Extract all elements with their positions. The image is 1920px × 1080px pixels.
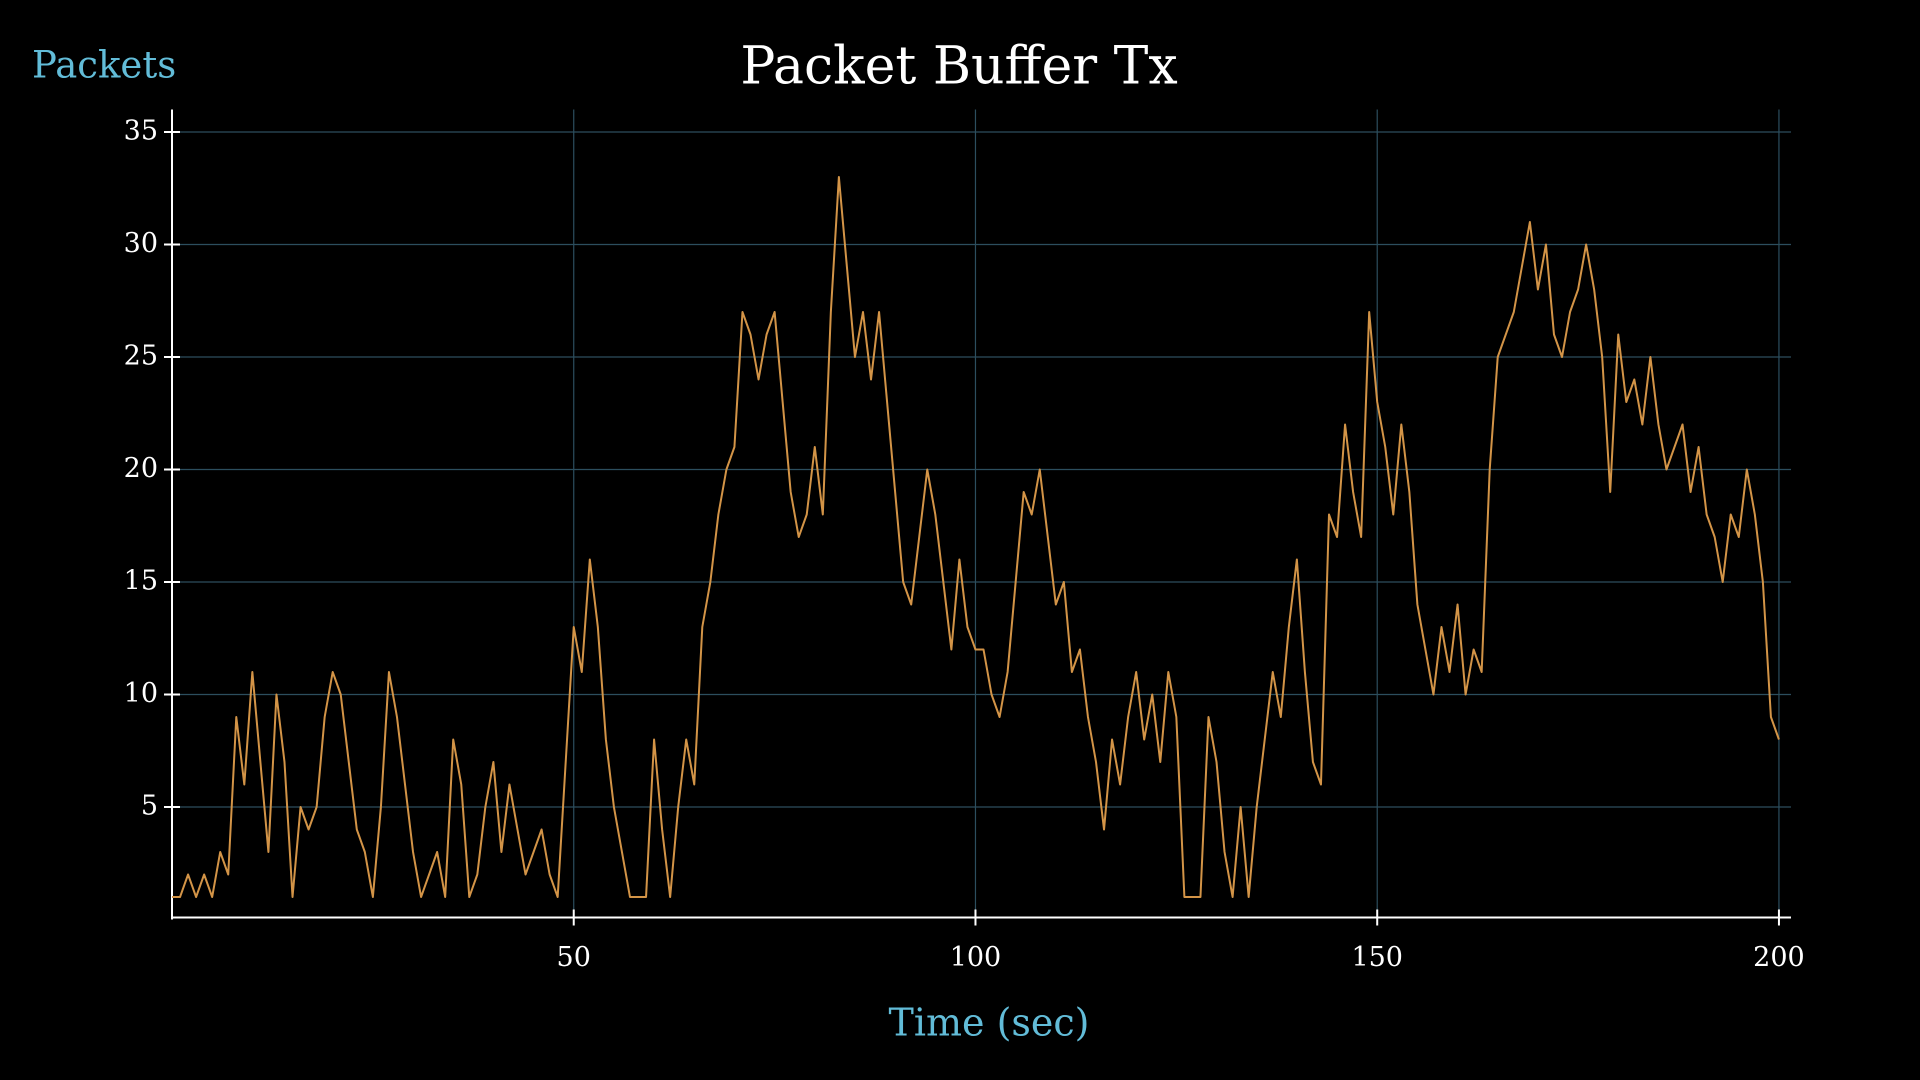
data-line: [172, 176, 1780, 898]
chart-title: Packet Buffer Tx: [740, 37, 1177, 97]
x-tick-label: 100: [950, 942, 1002, 973]
x-tick-label: 50: [557, 942, 591, 973]
y-tick-label: 35: [124, 116, 158, 147]
y-tick-label: 25: [124, 341, 158, 372]
y-axis-label: Packets: [32, 44, 176, 87]
x-tick-label: 200: [1753, 942, 1805, 973]
x-tick-label: 150: [1351, 942, 1403, 973]
y-tick-label: 5: [141, 791, 158, 822]
y-tick-label: 30: [124, 228, 158, 259]
y-tick-label: 15: [124, 566, 158, 597]
x-axis-label: Time (sec): [888, 1001, 1089, 1045]
y-tick-label: 20: [124, 453, 158, 484]
y-tick-label: 10: [124, 678, 158, 709]
